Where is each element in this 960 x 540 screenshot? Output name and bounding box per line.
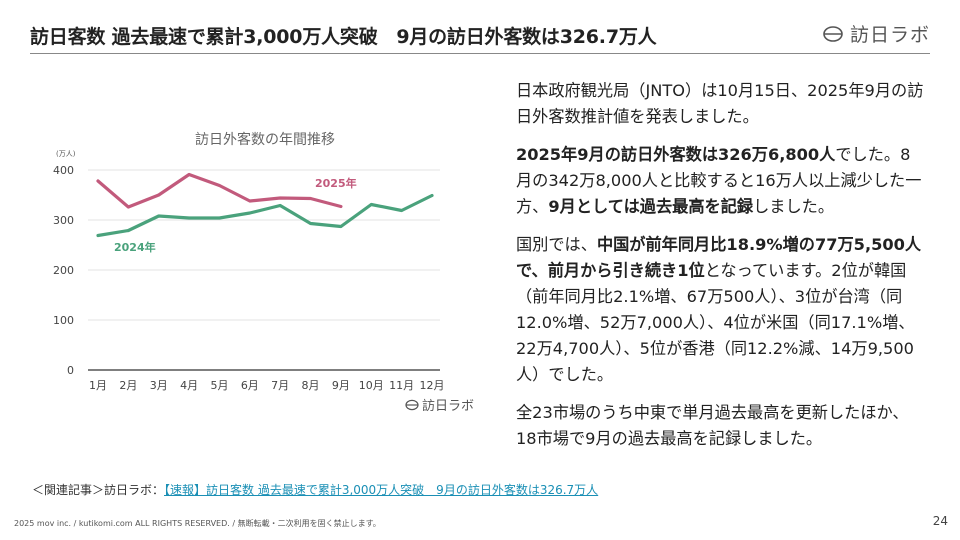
p3-text-1: 国別では、 <box>516 235 597 254</box>
series-line-1 <box>96 172 343 209</box>
data-point <box>187 173 191 176</box>
y-tick-label: 0 <box>67 364 74 377</box>
x-tick-label: 9月 <box>332 379 350 392</box>
x-tick-label: 11月 <box>389 379 414 392</box>
data-point <box>278 196 282 200</box>
data-point <box>309 222 312 225</box>
x-tick-label: 5月 <box>210 379 228 392</box>
x-tick-label: 1月 <box>89 379 107 392</box>
y-unit-label: (万人) <box>56 150 76 158</box>
data-point <box>369 203 373 206</box>
legend-label-2024: 2024年 <box>114 240 156 254</box>
y-tick-label: 400 <box>53 164 74 177</box>
line-chart: 訪日外客数の年間推移 (万人) 0 100 200 300 400 1月 2月 3月 4月 5月 6月 7… <box>50 122 480 422</box>
x-tick-label: 3月 <box>150 379 168 392</box>
p3-bold-1: 中国が前年同月比18.9%増の77万5,500人で、前月から引き続き1位 <box>516 235 922 280</box>
data-point <box>96 179 100 183</box>
y-tick-label: 300 <box>53 214 74 227</box>
data-point <box>339 205 343 208</box>
x-tick-label: 12月 <box>420 379 445 392</box>
logo-icon <box>823 25 843 42</box>
p3-text-2: となっています。2位が韓国（前年同月比2.1%増、67万500人）、3位が台湾（… <box>516 261 915 384</box>
y-tick-label: 200 <box>53 264 74 277</box>
p2-text-2: しました。 <box>753 197 835 216</box>
y-tick-label: 100 <box>53 314 74 327</box>
slide-header: 訪日客数 過去最速で累計3,000万人突破 9月の訪日外客数は326.7万人 訪… <box>30 14 930 54</box>
data-point <box>218 216 221 220</box>
chart-watermark: 訪日ラボ <box>422 398 474 414</box>
data-point <box>400 209 404 212</box>
paragraph-3: 国別では、中国が前年同月比18.9%増の77万5,500人で、前月から引き続き1… <box>516 232 924 388</box>
brand-logo: 訪日ラボ <box>822 20 930 47</box>
chart-title: 訪日外客数の年間推移 <box>195 131 335 148</box>
data-point <box>339 225 343 228</box>
x-tick-label: 10月 <box>359 379 384 392</box>
article-body: 日本政府観光局（JNTO）は10月15日、2025年9月の訪日外客数推計値を発表… <box>516 78 924 464</box>
x-tick-label: 4月 <box>180 379 198 392</box>
x-tick-label: 2月 <box>119 379 137 392</box>
data-point <box>218 184 221 187</box>
paragraph-2: 2025年9月の訪日外客数は326万6,800人でした。8月の342万8,000… <box>516 142 924 220</box>
data-point <box>309 197 312 200</box>
p2-text-1: でした。8月の342万8,000人と比較すると16万人以上減少した一方、 <box>516 145 922 216</box>
data-point <box>157 193 161 197</box>
paragraph-4: 全23市場のうち中東で単月過去最高を更新したほか、18市場で9月の過去最高を記録… <box>516 403 909 448</box>
data-point <box>430 194 434 197</box>
data-point <box>278 204 282 207</box>
data-point <box>96 234 100 237</box>
page-number: 24 <box>932 514 948 528</box>
brand-name: 訪日ラボ <box>849 24 930 46</box>
legend-label-2025: 2025年 <box>315 176 357 190</box>
p2-bold-1: 2025年9月の訪日外客数は326万6,800人 <box>516 145 836 164</box>
related-article: ＜関連記事＞訪日ラボ：【速報】訪日客数 過去最速で累計3,000万人突破 9月の… <box>32 481 598 498</box>
x-tick-label: 7月 <box>271 379 289 392</box>
copyright-notice: 2025 mov inc. / kutikomi.com ALL RIGHTS … <box>14 519 381 528</box>
related-prefix: ＜関連記事＞訪日ラボ： <box>32 483 165 497</box>
data-point <box>157 214 161 218</box>
data-point <box>126 205 130 209</box>
data-point <box>248 199 252 203</box>
chart-svg: 訪日外客数の年間推移 (万人) 0 100 200 300 400 1月 2月 3月 4月 5月 6月 7… <box>53 131 474 414</box>
slide-title: 訪日客数 過去最速で累計3,000万人突破 9月の訪日外客数は326.7万人 <box>30 26 657 48</box>
related-article-link[interactable]: 【速報】訪日客数 過去最速で累計3,000万人突破 9月の訪日外客数は326.7… <box>164 483 599 497</box>
data-point <box>187 216 191 220</box>
x-tick-label: 6月 <box>241 379 259 392</box>
data-point <box>126 229 130 232</box>
data-point <box>248 211 252 215</box>
p2-bold-2: 9月としては過去最高を記録 <box>548 197 754 216</box>
paragraph-1: 日本政府観光局（JNTO）は10月15日、2025年9月の訪日外客数推計値を発表… <box>516 81 924 126</box>
series-line-2 <box>96 193 434 238</box>
x-tick-label: 8月 <box>302 379 320 392</box>
